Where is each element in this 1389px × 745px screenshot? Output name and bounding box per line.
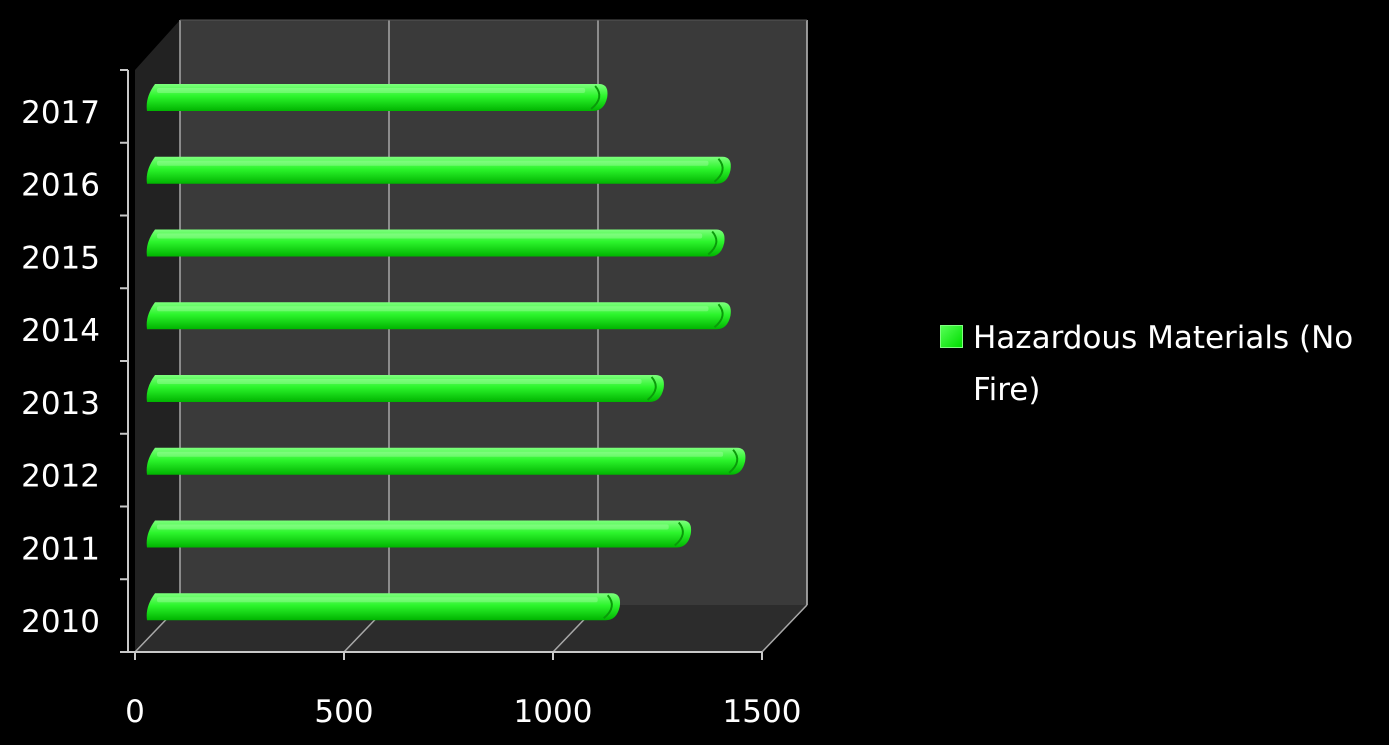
y-tick-label: 2010 (21, 604, 100, 640)
bar-end-cap (713, 158, 724, 183)
bar-end-cap (590, 85, 601, 110)
x-tick-label: 0 (125, 694, 145, 730)
bar-body (146, 520, 692, 548)
bar-highlight (157, 88, 586, 93)
bar-end-cap (707, 230, 718, 256)
bar-body (146, 447, 746, 475)
bar-body (146, 84, 608, 111)
x-tick-label: 1500 (723, 694, 802, 730)
y-tick-label: 2016 (21, 168, 100, 204)
y-tick-label: 2014 (21, 313, 100, 349)
x-tick-label: 500 (314, 694, 373, 730)
bar-highlight (157, 451, 724, 457)
x-tick-label: 1000 (514, 694, 593, 730)
bar (146, 447, 746, 475)
bar-highlight (157, 160, 709, 166)
bar (146, 375, 664, 402)
bar (146, 84, 608, 111)
bar-highlight (157, 524, 669, 530)
bar (146, 520, 692, 548)
plot-side-wall (135, 20, 180, 652)
legend: Hazardous Materials (No Fire) (940, 312, 1380, 416)
bar-end-cap (728, 449, 739, 474)
bar-body (146, 156, 731, 184)
legend-series-label: Hazardous Materials (No Fire) (973, 320, 1354, 408)
y-tick-label: 2012 (21, 459, 100, 495)
y-tick-label: 2011 (21, 531, 100, 567)
bar-body (146, 375, 664, 402)
bars (146, 84, 746, 621)
bar-body (146, 302, 731, 330)
bar (146, 229, 725, 257)
bar-highlight (157, 597, 598, 603)
bar-body (146, 593, 621, 621)
y-tick-label: 2015 (21, 240, 100, 276)
tick-labels: 2010 2011 2012 2013 2014 2015 2016 2017 0 500 1000… (21, 95, 801, 730)
bar-highlight (157, 233, 703, 239)
y-tick-label: 2013 (21, 386, 100, 422)
bar (146, 593, 621, 621)
axes (120, 69, 763, 660)
plot-area (135, 20, 807, 652)
gridline-floor (761, 604, 808, 653)
bar-end-cap (646, 376, 657, 401)
legend-swatch (940, 325, 963, 348)
bar-highlight (157, 379, 642, 384)
bar-highlight (157, 306, 709, 312)
y-tick-label: 2017 (21, 95, 100, 131)
bar-end-cap (713, 303, 724, 329)
bar-end-cap (603, 594, 613, 620)
bar-end-cap (674, 521, 684, 547)
bar (146, 156, 731, 184)
bar (146, 302, 731, 330)
bar-body (146, 229, 725, 257)
